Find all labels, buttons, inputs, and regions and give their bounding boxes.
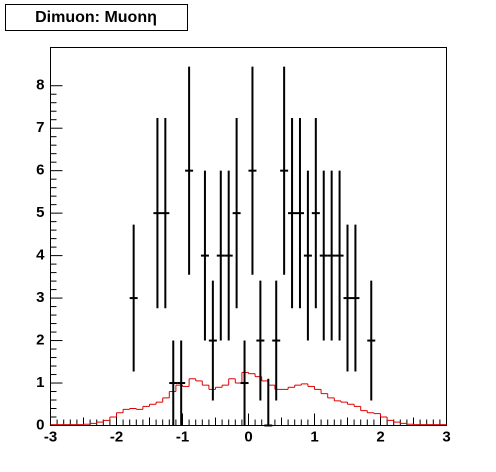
- y-tick-label: 2: [36, 332, 44, 349]
- y-tick-label: 7: [36, 119, 44, 136]
- y-tick-label: 0: [36, 416, 44, 433]
- x-tick-label: 3: [442, 428, 450, 445]
- x-tick-label: -3: [44, 428, 57, 445]
- y-tick-label: 8: [36, 77, 44, 94]
- y-tick-label: 4: [36, 247, 45, 264]
- x-tick-label: -2: [110, 428, 123, 445]
- x-tick-label: 0: [244, 428, 252, 445]
- chart-title: Dimuon: Muonη: [35, 9, 157, 26]
- y-tick-label: 5: [36, 204, 44, 221]
- title-box: [5, 4, 188, 31]
- x-tick-label: 1: [310, 428, 318, 445]
- y-tick-label: 6: [36, 162, 44, 179]
- y-tick-label: 1: [36, 374, 44, 391]
- y-tick-label: 3: [36, 289, 44, 306]
- x-tick-label: -1: [176, 428, 189, 445]
- x-tick-label: 2: [376, 428, 384, 445]
